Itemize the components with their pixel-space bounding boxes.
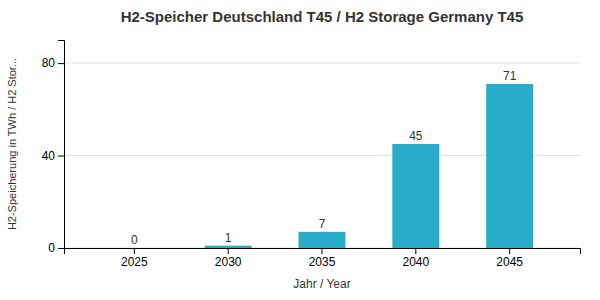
y-axis-title: H2-Speicherung in TWh / H2 Stor... bbox=[6, 58, 18, 230]
y-tick-mark bbox=[58, 156, 64, 157]
grid bbox=[64, 63, 580, 248]
x-tick: 2035 bbox=[309, 248, 336, 269]
x-tick-mark bbox=[509, 248, 510, 254]
y-axis-line bbox=[58, 41, 65, 249]
x-axis-title: Jahr / Year bbox=[293, 277, 350, 291]
x-tick-mark bbox=[322, 248, 323, 254]
x-axis-line bbox=[65, 249, 581, 255]
y-tick-mark bbox=[58, 248, 64, 249]
data-label: 0 bbox=[131, 233, 138, 247]
y-tick: 80 bbox=[42, 56, 64, 70]
data-label: 7 bbox=[319, 217, 326, 231]
x-tick-label: 2030 bbox=[215, 255, 242, 269]
bar bbox=[299, 232, 346, 248]
title: H2-Speicher Deutschland T45 / H2 Storage… bbox=[121, 8, 524, 25]
x-tick-label: 2025 bbox=[121, 255, 148, 269]
x-tick: 2040 bbox=[402, 248, 429, 269]
x-tick: 2045 bbox=[496, 248, 523, 269]
y-tick: 0 bbox=[48, 241, 64, 255]
chart: 0 1 7 45 71 2025 2030 2035 2040 2045 0 40 80 H2-Speic… bbox=[0, 0, 600, 300]
x-tick-label: 2040 bbox=[402, 255, 429, 269]
grid-line bbox=[64, 63, 580, 64]
x-tick-mark bbox=[228, 248, 229, 254]
y-tick-label: 40 bbox=[42, 149, 56, 163]
data-label: 71 bbox=[503, 69, 517, 83]
y-tick-mark bbox=[58, 63, 64, 64]
y-tick-label: 80 bbox=[42, 56, 56, 70]
plot: 0 1 7 45 71 2025 2030 2035 2040 2045 0 40 80 bbox=[42, 41, 581, 269]
x-tick-mark bbox=[415, 248, 416, 254]
x-tick: 2030 bbox=[215, 248, 242, 269]
x-tick-mark bbox=[134, 248, 135, 254]
bar bbox=[111, 248, 158, 249]
y-tick: 40 bbox=[42, 149, 64, 163]
x-tick-label: 2045 bbox=[496, 255, 523, 269]
data-label: 45 bbox=[409, 129, 423, 143]
y-tick-label: 0 bbox=[48, 241, 55, 255]
bar bbox=[205, 246, 252, 248]
bars bbox=[205, 84, 533, 248]
y-axis: 0 40 80 bbox=[42, 41, 65, 256]
x-tick-label: 2035 bbox=[309, 255, 336, 269]
x-tick: 2025 bbox=[121, 248, 148, 269]
x-axis: 2025 2030 2035 2040 2045 bbox=[65, 248, 581, 269]
bar bbox=[392, 144, 439, 248]
data-label: 1 bbox=[225, 231, 232, 245]
data-labels: 0 1 7 45 71 bbox=[131, 69, 517, 247]
bar bbox=[486, 84, 533, 248]
